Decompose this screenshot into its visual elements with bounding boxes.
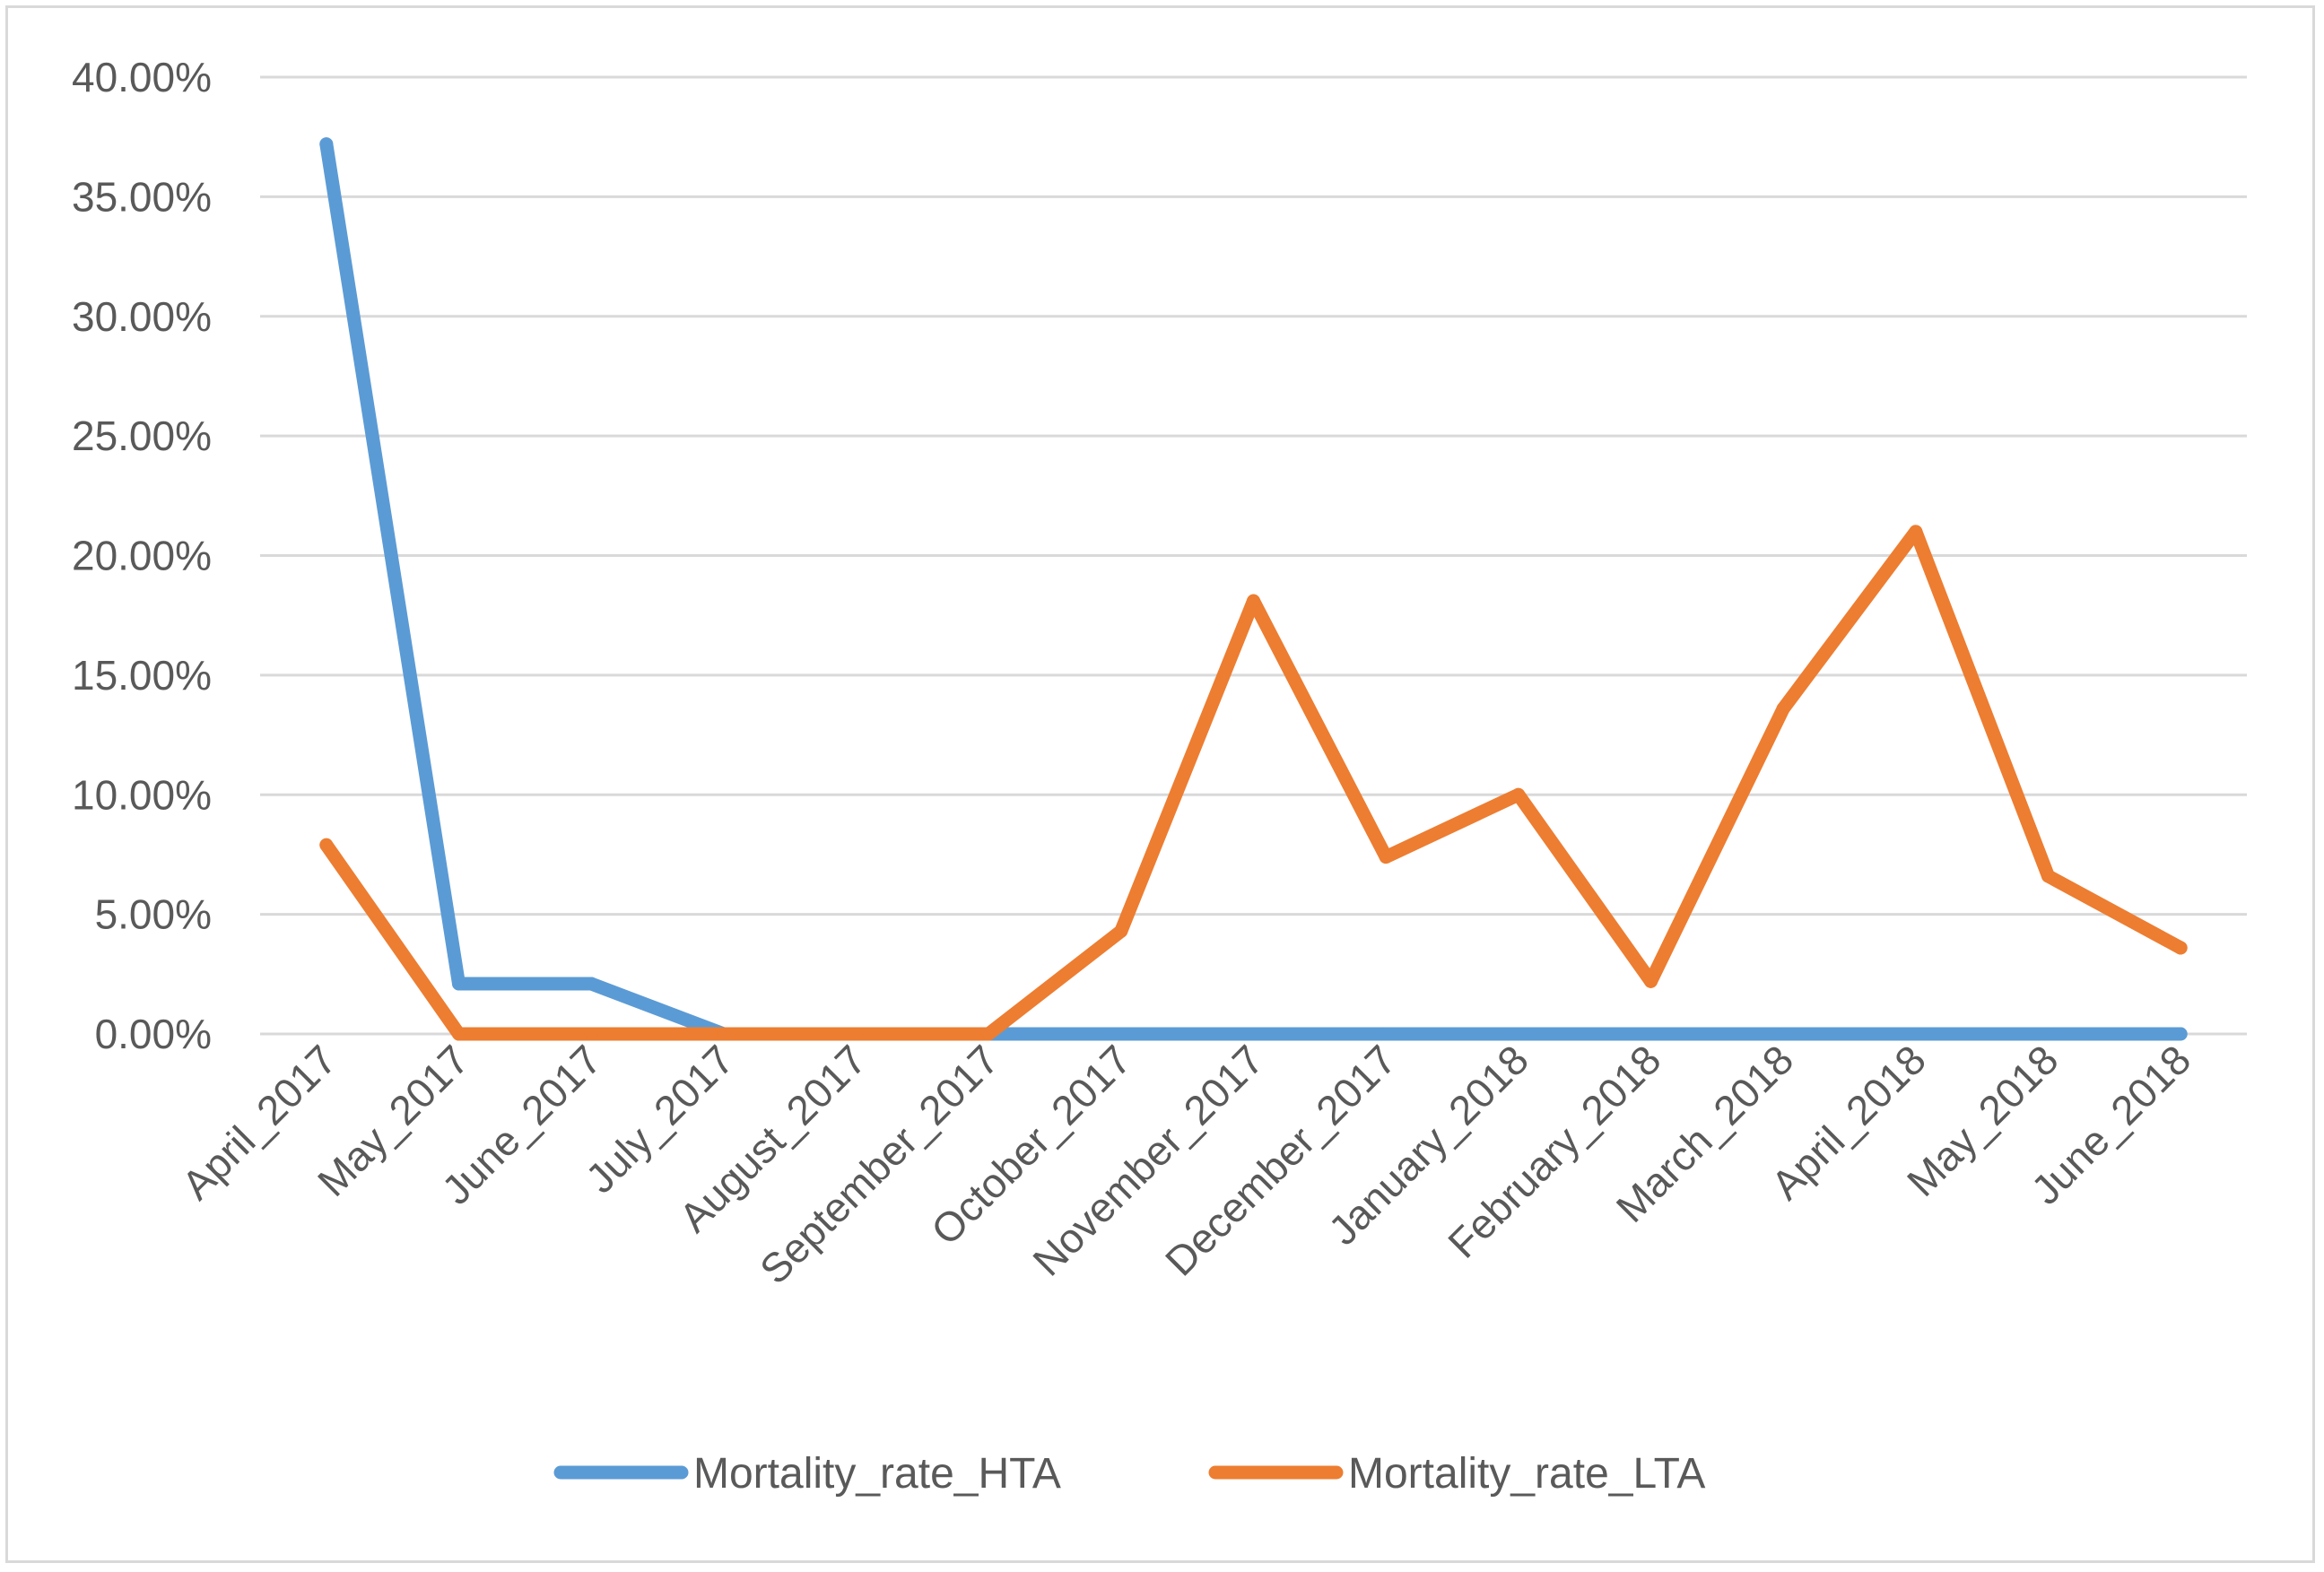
data-point bbox=[2041, 869, 2055, 883]
data-point bbox=[1379, 850, 1393, 864]
chart-frame bbox=[5, 5, 2315, 1563]
data-point bbox=[1644, 1027, 1658, 1041]
data-point bbox=[452, 1027, 466, 1041]
data-point bbox=[584, 1027, 598, 1041]
y-tick-label: 30.00% bbox=[72, 293, 212, 340]
data-point bbox=[1114, 924, 1128, 938]
x-tick-label: September_2017 bbox=[751, 1036, 1007, 1292]
x-axis-ticks: April_2017May_2017June_2017July_2017Augu… bbox=[173, 1036, 2200, 1292]
data-point bbox=[1909, 525, 1923, 539]
data-point bbox=[2173, 941, 2188, 955]
data-point bbox=[1644, 974, 1658, 988]
legend-label-1: Mortality_rate_HTA bbox=[693, 1450, 1061, 1498]
y-tick-label: 20.00% bbox=[72, 533, 212, 579]
y-tick-label: 0.00% bbox=[95, 1011, 212, 1057]
data-point bbox=[452, 977, 466, 991]
data-point bbox=[849, 1027, 863, 1041]
x-tick-label: December_2017 bbox=[1156, 1036, 1405, 1284]
y-tick-label: 15.00% bbox=[72, 652, 212, 699]
y-tick-label: 25.00% bbox=[72, 413, 212, 459]
gridlines bbox=[260, 75, 2247, 1036]
data-point bbox=[1247, 1027, 1260, 1041]
data-point bbox=[1114, 1027, 1128, 1041]
data-point bbox=[319, 838, 334, 852]
data-point bbox=[2173, 1027, 2188, 1041]
x-tick-label: November_2017 bbox=[1023, 1036, 1272, 1284]
y-tick-label: 5.00% bbox=[95, 891, 212, 938]
data-point bbox=[1776, 1027, 1790, 1041]
data-point bbox=[1511, 1027, 1526, 1041]
data-point bbox=[981, 1027, 996, 1041]
y-tick-label: 35.00% bbox=[72, 173, 212, 220]
data-point bbox=[1511, 787, 1526, 802]
series-line-1 bbox=[319, 137, 2188, 1041]
series-lines bbox=[319, 137, 2188, 1041]
data-point bbox=[584, 977, 598, 991]
data-point bbox=[1379, 1027, 1393, 1041]
data-point bbox=[717, 1027, 731, 1041]
data-point bbox=[2041, 1027, 2055, 1041]
y-tick-label: 40.00% bbox=[72, 54, 212, 100]
y-axis-ticks: 40.00% 35.00% 30.00% 25.00% 20.00% 15.00% 10.0… bbox=[72, 54, 212, 1057]
legend-label-2: Mortality_rate_LTA bbox=[1348, 1450, 1705, 1498]
y-tick-label: 10.00% bbox=[72, 771, 212, 818]
data-point bbox=[1776, 701, 1790, 716]
data-point bbox=[1909, 1027, 1923, 1041]
legend: Mortality_rate_HTA Mortality_rate_LTA bbox=[553, 1450, 1705, 1498]
data-point bbox=[1247, 594, 1260, 608]
data-point bbox=[319, 137, 334, 152]
